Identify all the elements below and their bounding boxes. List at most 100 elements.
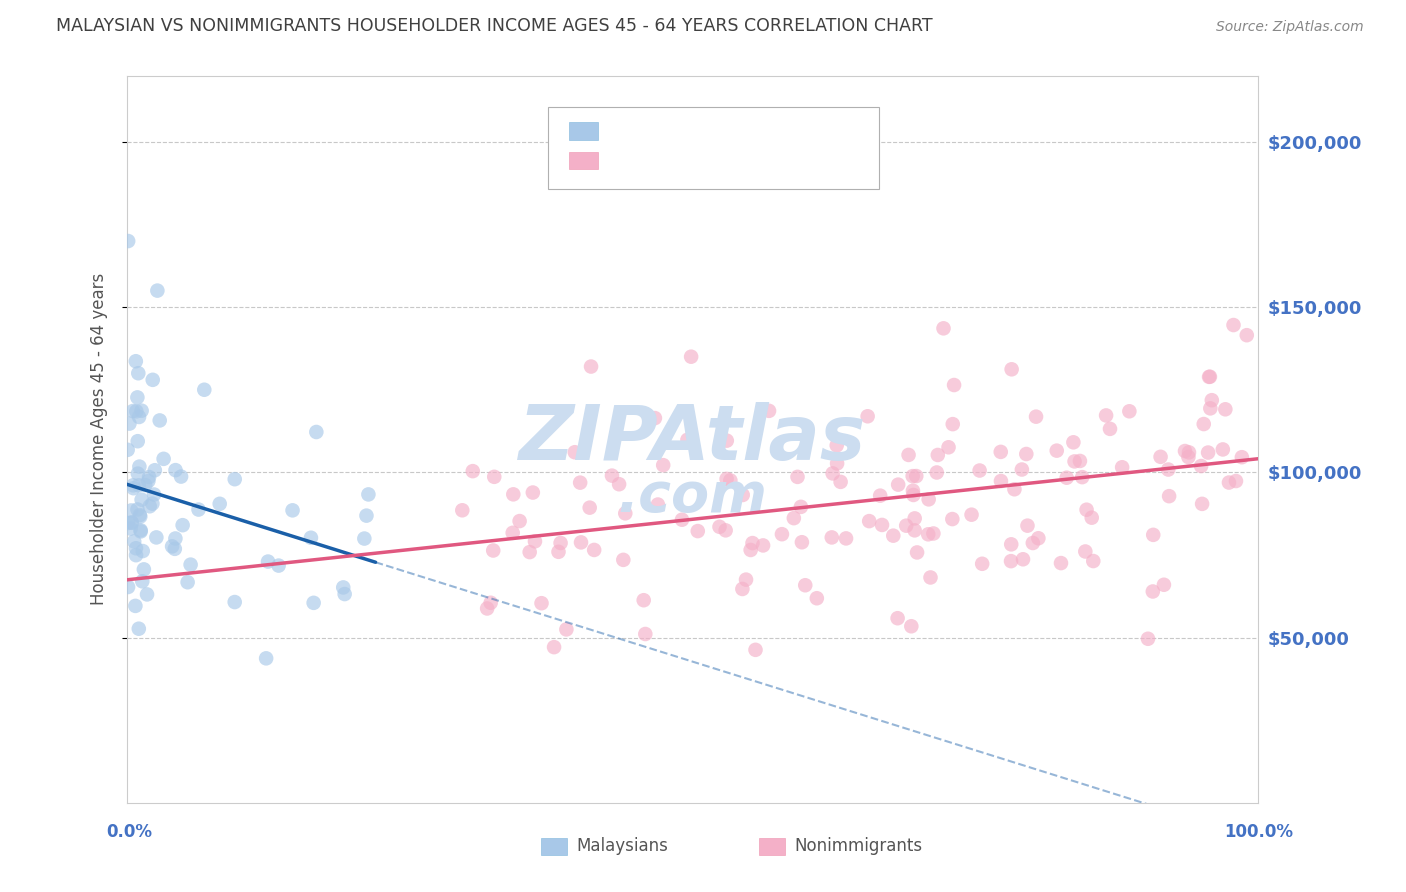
Point — [1174, 444, 1197, 458]
Point — [1149, 450, 1171, 464]
Point — [1192, 417, 1215, 431]
Point — [484, 470, 506, 484]
Point — [143, 463, 166, 477]
Point — [127, 467, 149, 481]
Point — [523, 534, 546, 549]
Point — [136, 587, 159, 601]
Point — [118, 417, 141, 431]
Point — [887, 477, 910, 491]
Point — [180, 558, 202, 572]
Point — [600, 468, 623, 483]
Point — [333, 587, 356, 601]
Point — [1000, 537, 1022, 551]
Point — [187, 502, 209, 516]
Point — [142, 373, 165, 387]
Point — [1076, 502, 1098, 516]
Point — [129, 523, 152, 537]
Y-axis label: Householder Income Ages 45 - 64 years: Householder Income Ages 45 - 64 years — [90, 273, 108, 606]
Point — [127, 502, 149, 516]
Text: R = -0.216   N =  74: R = -0.216 N = 74 — [612, 122, 810, 140]
Text: MALAYSIAN VS NONIMMIGRANTS HOUSEHOLDER INCOME AGES 45 - 64 YEARS CORRELATION CHA: MALAYSIAN VS NONIMMIGRANTS HOUSEHOLDER I… — [56, 17, 932, 35]
Point — [1011, 462, 1033, 476]
Point — [353, 532, 375, 546]
Point — [1118, 404, 1140, 418]
Text: 100.0%: 100.0% — [1223, 822, 1294, 840]
Point — [128, 508, 150, 522]
Point — [302, 596, 325, 610]
Point — [1069, 454, 1091, 468]
Point — [122, 481, 145, 495]
Point — [969, 463, 991, 477]
Point — [461, 464, 484, 478]
Point — [149, 413, 172, 427]
Point — [125, 404, 148, 418]
Point — [783, 511, 806, 525]
Point — [918, 492, 941, 507]
Point — [901, 483, 924, 498]
Point — [1111, 460, 1133, 475]
Point — [941, 512, 963, 526]
Point — [267, 558, 290, 573]
Point — [830, 475, 852, 489]
Point — [569, 475, 592, 490]
Point — [160, 540, 183, 554]
Point — [125, 354, 148, 368]
Point — [770, 527, 793, 541]
Point — [917, 527, 939, 541]
Point — [990, 474, 1012, 488]
Point — [128, 409, 150, 424]
Point — [1071, 470, 1094, 484]
Point — [143, 487, 166, 501]
Point — [117, 442, 139, 457]
Point — [900, 619, 922, 633]
Point — [758, 404, 780, 418]
Point — [1177, 450, 1199, 464]
Point — [125, 548, 148, 562]
Point — [806, 591, 828, 606]
Point — [790, 535, 813, 549]
Point — [731, 582, 754, 596]
Point — [224, 595, 246, 609]
Point — [170, 469, 193, 483]
Point — [1230, 450, 1253, 465]
Point — [502, 487, 524, 501]
Point — [1056, 471, 1078, 485]
Point — [1142, 528, 1164, 542]
Point — [1050, 556, 1073, 570]
Point — [1189, 458, 1212, 473]
Point — [922, 526, 945, 541]
Point — [550, 536, 572, 550]
Point — [1062, 435, 1084, 450]
Point — [122, 404, 145, 418]
Point — [1191, 497, 1213, 511]
Point — [1074, 544, 1097, 558]
Point — [172, 518, 194, 533]
Point — [1197, 445, 1219, 459]
Point — [193, 383, 215, 397]
Point — [1142, 584, 1164, 599]
Point — [579, 359, 602, 374]
Point — [1199, 401, 1222, 416]
Point — [120, 522, 142, 536]
Point — [821, 467, 844, 481]
Point — [1063, 454, 1085, 468]
Point — [825, 457, 848, 471]
Point — [686, 524, 709, 538]
Point — [564, 445, 586, 459]
Point — [138, 500, 160, 514]
Point — [960, 508, 983, 522]
Text: ZIPAtlas: ZIPAtlas — [519, 402, 866, 476]
Point — [790, 500, 813, 514]
Point — [509, 514, 531, 528]
Point — [141, 497, 163, 511]
Point — [1098, 422, 1121, 436]
Point — [117, 516, 139, 530]
Point — [128, 459, 150, 474]
Point — [972, 557, 994, 571]
Point — [451, 503, 474, 517]
Point — [152, 451, 174, 466]
Point — [938, 440, 960, 454]
Point — [835, 532, 858, 546]
Point — [1222, 318, 1244, 332]
Point — [1218, 475, 1240, 490]
